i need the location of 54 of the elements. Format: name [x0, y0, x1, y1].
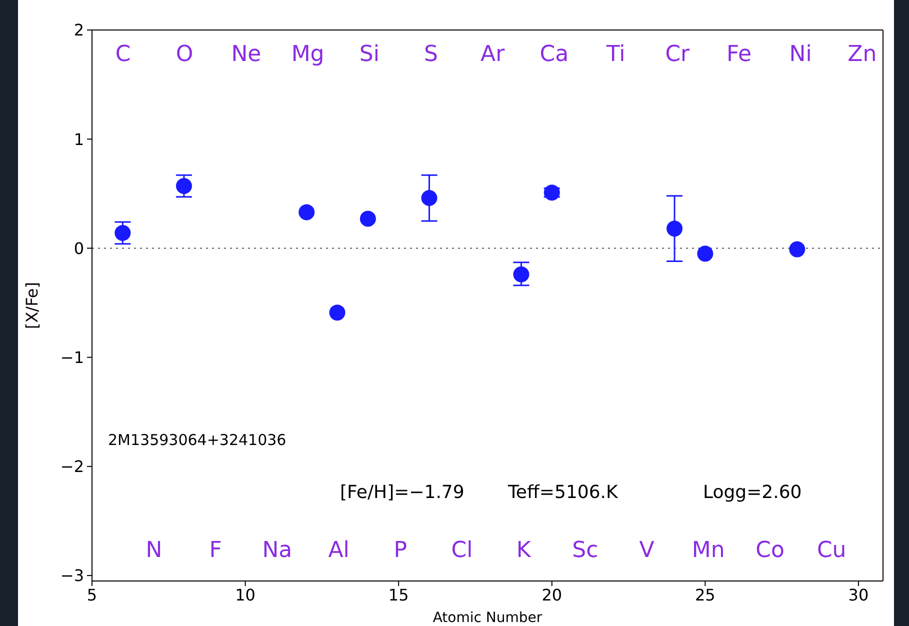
annotation: Ca — [540, 42, 569, 67]
point — [176, 178, 192, 194]
annotation: Cu — [816, 538, 846, 563]
annotation: Ar — [480, 42, 505, 67]
y-tick-label: −2 — [60, 457, 84, 476]
point — [114, 224, 131, 241]
annotation: 2M13593064+3241036 — [108, 431, 286, 449]
y-tick-label: 0 — [74, 238, 84, 258]
annotation: Ne — [231, 42, 262, 67]
annotation: Ni — [789, 42, 812, 67]
annotation: N — [146, 538, 162, 563]
annotation: Sc — [572, 538, 598, 563]
annotation: P — [394, 538, 408, 563]
y-tick-label: 1 — [74, 130, 84, 149]
point — [421, 190, 438, 206]
x-tick-label: 25 — [695, 585, 716, 604]
annotation: [Fe/H]=−1.79 — [340, 482, 464, 503]
annotation: Na — [262, 538, 292, 563]
point — [329, 304, 346, 321]
x-tick-label: 30 — [848, 585, 869, 604]
annotation: Co — [756, 538, 784, 563]
annotation: O — [176, 42, 194, 67]
y-tick-label: −1 — [60, 348, 84, 368]
annotation: Logg=2.60 — [703, 482, 802, 503]
point — [360, 210, 376, 227]
point — [298, 204, 315, 220]
annotation: S — [424, 42, 438, 67]
annotation: Zn — [848, 42, 877, 67]
point — [544, 184, 560, 201]
annotation: K — [516, 538, 531, 563]
point — [789, 241, 806, 258]
y-tick-label: 2 — [74, 20, 84, 40]
annotation: Si — [359, 42, 380, 67]
annotation: Cr — [665, 42, 690, 67]
y-tick-label: −3 — [60, 566, 84, 586]
point — [513, 266, 530, 282]
annotation: Mg — [291, 42, 324, 67]
point — [666, 220, 683, 237]
annotation: F — [209, 538, 222, 563]
annotation: Fe — [726, 42, 752, 67]
y-axis-title: [X/Fe] — [22, 282, 42, 330]
x-axis-title: Atomic Number — [432, 610, 542, 626]
annotation: Ti — [606, 42, 626, 67]
x-tick-label: 20 — [542, 585, 562, 604]
x-tick-label: 15 — [388, 585, 409, 604]
annotation: Mn — [692, 538, 725, 563]
annotation: C — [115, 42, 131, 67]
annotation: Cl — [451, 538, 473, 563]
x-tick-label: 10 — [235, 585, 256, 604]
annotation: Al — [328, 538, 350, 563]
annotation: Teff=5106.K — [508, 482, 618, 503]
point — [697, 246, 714, 262]
x-tick-label: 5 — [86, 585, 98, 604]
annotation: V — [639, 538, 654, 563]
